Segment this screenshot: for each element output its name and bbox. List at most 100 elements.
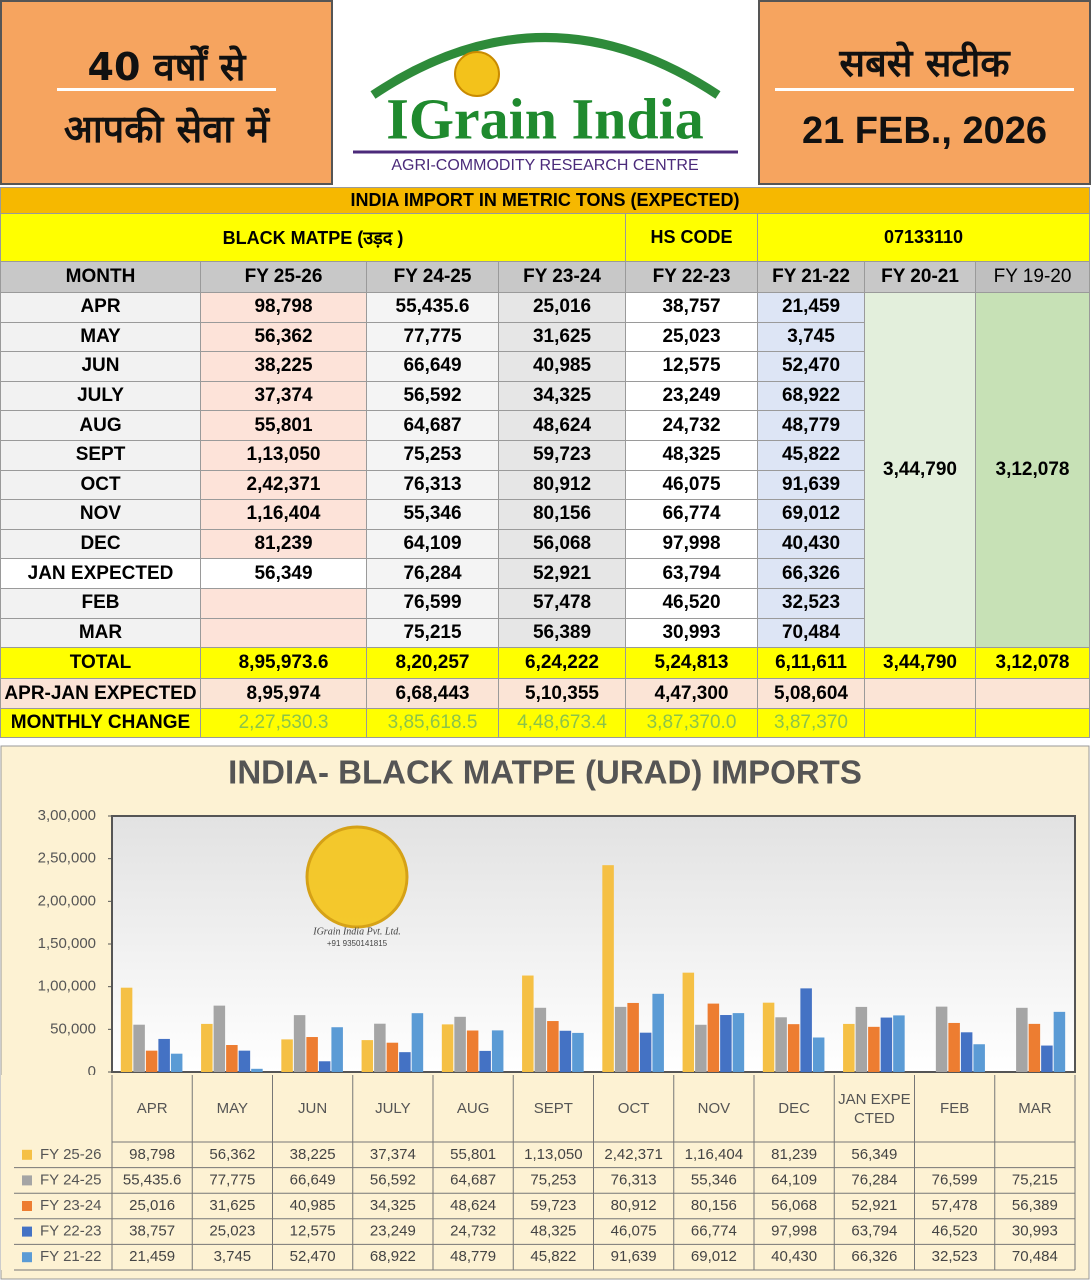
bar — [120, 987, 133, 1072]
month: NOV — [0, 499, 201, 530]
bar — [293, 1015, 306, 1072]
month: OCT — [0, 469, 201, 501]
legend-swatch — [22, 1226, 32, 1237]
value-cell: 46,075 — [625, 469, 758, 501]
value-cell: 3,745 — [757, 321, 865, 353]
x-tick-label: MAR — [1018, 1100, 1052, 1117]
monthly-change-cell: 3,85,618.5 — [366, 708, 499, 739]
value-cell: 66,649 — [366, 351, 499, 382]
legend-label: FY 24-25 — [40, 1171, 101, 1188]
monthly-change-cell: MONTHLY CHANGE — [0, 708, 201, 739]
x-tick-label: NOV — [697, 1100, 731, 1117]
data-label: 37,374 — [370, 1146, 416, 1163]
data-label: 59,723 — [530, 1197, 576, 1214]
bar — [602, 865, 614, 1072]
column-header-row: MONTH FY 25-26 FY 24-25 FY 23-24 FY 22-23 FY … — [0, 261, 1091, 293]
y-tick-label: 1,50,000 — [38, 935, 96, 952]
apr-jan-cell: 5,10,355 — [498, 678, 626, 710]
category-cell: APR — [136, 1100, 168, 1117]
logo: IGrain India AGRI-COMMODITY RESEARCH CEN… — [353, 33, 738, 174]
month: JAN EXPECTED — [0, 558, 201, 589]
value-cell: 56,362 — [200, 321, 367, 353]
bar — [572, 1032, 584, 1072]
x-tick-label: APR — [136, 1100, 168, 1117]
logo-grain — [454, 51, 500, 97]
column-header: FY 25-26 — [200, 261, 367, 293]
data-label: 31,625 — [209, 1197, 255, 1214]
month-row: JULY 37,374 56,592 34,325 23,249 68,922 — [0, 380, 1090, 412]
bar — [374, 1023, 386, 1072]
bar — [695, 1024, 707, 1072]
bar — [639, 1032, 652, 1072]
data-label: 66,774 — [691, 1223, 737, 1240]
monthly-change-cell: 3,87,370.0 — [625, 708, 758, 739]
info-row: BLACK MATPE (उड़द ) HS CODE 07133110 — [0, 213, 1091, 262]
value-cell: 81,239 — [200, 528, 367, 560]
month-row: FEB 76,599 57,478 46,520 32,523 — [0, 587, 1090, 619]
value-cell: 24,732 — [625, 410, 758, 441]
x-tick-label: MAY — [216, 1100, 249, 1117]
bar — [868, 1026, 880, 1072]
bar — [627, 1002, 639, 1072]
data-label: 91,639 — [611, 1248, 657, 1265]
bar — [893, 1015, 905, 1072]
legend-label: FY 22-23 — [40, 1223, 101, 1240]
month: APR — [0, 292, 201, 323]
data-label: 55,801 — [450, 1146, 496, 1163]
value-cell: 75,215 — [366, 617, 499, 649]
right-line1: सबसे सटीक — [839, 41, 1010, 85]
value-cell: 55,801 — [200, 410, 367, 441]
month-row: SEPT 1,13,050 75,253 59,723 48,325 45,822 — [0, 439, 1090, 471]
category-cell: OCT — [618, 1100, 650, 1117]
total-cell: 8,95,973.6 — [200, 647, 367, 680]
category-cell: AUG — [456, 1100, 490, 1117]
month: JUN — [0, 351, 201, 382]
data-label: 75,253 — [530, 1171, 576, 1188]
bar — [479, 1050, 491, 1072]
chart-title: INDIA- BLACK MATPE (URAD) IMPORTS — [228, 754, 862, 791]
apr-jan-cell: 5,08,604 — [757, 678, 865, 710]
value-cell: 70,484 — [757, 617, 865, 649]
bar — [454, 1016, 466, 1072]
data-label: 64,109 — [771, 1171, 817, 1188]
y-tick-label: 2,00,000 — [38, 892, 96, 909]
data-label: 70,484 — [1012, 1248, 1058, 1265]
date: 21 FEB., 2026 — [801, 110, 1048, 152]
bar — [800, 988, 812, 1072]
data-label: 2,42,371 — [604, 1146, 662, 1163]
month: MAY — [0, 321, 201, 353]
data-label: 30,993 — [1012, 1223, 1058, 1240]
data-label: 34,325 — [370, 1197, 416, 1214]
value-cell: 40,430 — [757, 528, 865, 560]
commodity: BLACK MATPE (उड़द ) — [0, 213, 626, 262]
x-tick-label: AUG — [456, 1100, 490, 1117]
y-tick-label: 1,00,000 — [38, 978, 96, 995]
value-cell: 55,346 — [366, 499, 499, 530]
category-cell: FEB — [940, 1100, 969, 1117]
category-cell: MAR — [1018, 1100, 1052, 1117]
x-tick-label: JUN — [298, 1100, 328, 1117]
chart: INDIA- BLACK MATPE (URAD) IMPORTS IGrain… — [0, 745, 1090, 1280]
apr-jan-cell: 6,68,443 — [366, 678, 499, 710]
data-label: 45,822 — [530, 1248, 576, 1265]
month-row: AUG 55,801 64,687 48,624 24,732 48,779 — [0, 410, 1090, 441]
value-cell: 2,42,371 — [200, 469, 367, 501]
value-cell: 80,156 — [498, 499, 626, 530]
data-label: 77,775 — [209, 1171, 255, 1188]
left-line2: आपकी सेवा में — [63, 107, 270, 151]
month-row: JAN EXPECTED 56,349 76,284 52,921 63,794 66,3… — [0, 558, 1090, 589]
value-cell: 76,313 — [366, 469, 499, 501]
bar — [251, 1068, 263, 1072]
bar — [855, 1006, 868, 1072]
monthly-change-cell — [864, 708, 976, 739]
value-cell: 98,798 — [200, 292, 367, 323]
bar — [812, 1037, 825, 1072]
total-cell: TOTAL — [0, 647, 201, 680]
value-cell: 32,523 — [757, 587, 865, 619]
data-label: 24,732 — [450, 1223, 496, 1240]
bar — [707, 1003, 720, 1072]
bar — [880, 1017, 893, 1072]
bar — [213, 1005, 226, 1072]
data-label: 56,362 — [209, 1146, 255, 1163]
